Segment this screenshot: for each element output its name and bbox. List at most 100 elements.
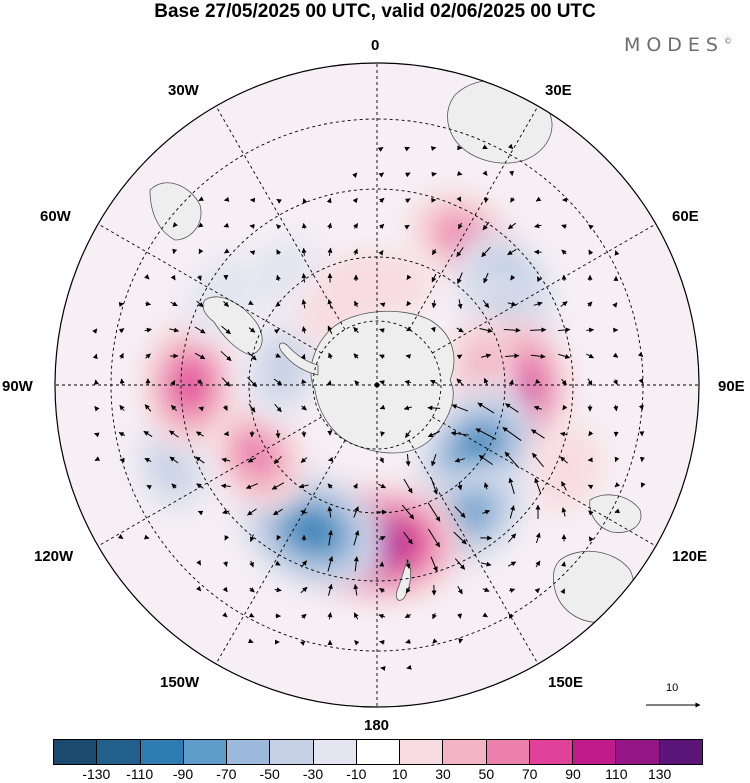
colorbar-tick-label: 130 — [647, 766, 672, 782]
wind-vector-arrow — [198, 222, 204, 228]
wind-vector-arrow — [379, 197, 385, 204]
wind-vector-arrow — [533, 405, 542, 411]
colorbar-tick-label: -50 — [259, 766, 280, 782]
wind-vector-arrow — [379, 457, 384, 464]
wind-vector-arrow — [482, 299, 490, 309]
wind-vector-arrow — [275, 353, 281, 358]
wind-vector-arrow — [353, 556, 359, 572]
colorbar-swatch — [616, 740, 660, 764]
wind-vector-arrow — [169, 456, 179, 464]
wind-vector-arrow — [300, 353, 306, 360]
wind-vector-arrow — [561, 224, 567, 229]
wind-vector-arrow — [457, 272, 463, 284]
wind-vector-arrow — [144, 327, 152, 333]
colorbar-swatch — [313, 740, 357, 764]
wind-vector-arrow — [380, 431, 386, 437]
modes-logo: MODES© — [624, 34, 732, 56]
wind-vector-arrow — [613, 379, 618, 385]
wind-vectors — [92, 143, 646, 671]
wind-vector-arrow — [456, 354, 463, 360]
anomaly-contour — [148, 439, 195, 497]
wind-vector-arrow — [482, 170, 488, 176]
wind-vector-arrow — [354, 640, 360, 646]
wind-vector-arrow — [118, 432, 126, 437]
colorbar-swatch — [400, 740, 444, 764]
wind-vector-arrow — [403, 531, 413, 545]
wind-vector-arrow — [273, 328, 280, 334]
wind-vector-arrow — [276, 534, 282, 541]
wind-vector-arrow — [276, 224, 282, 230]
wind-vector-arrow — [249, 587, 255, 593]
wind-vector-arrow — [454, 558, 466, 570]
wind-vector-arrow — [637, 351, 644, 358]
wind-vector-arrow — [427, 502, 441, 522]
wind-vector-arrow — [170, 274, 176, 281]
colorbar-tick-label: -30 — [302, 766, 324, 782]
wind-vector-arrow — [482, 509, 491, 515]
anomaly-contour — [532, 427, 603, 513]
wind-vector-arrow — [301, 299, 307, 309]
wind-vector-arrow — [301, 223, 307, 229]
wind-vector-arrow — [249, 534, 255, 542]
wind-vector-arrow — [247, 508, 257, 516]
wind-vector-arrow — [273, 378, 283, 386]
wind-vector-arrow — [405, 454, 411, 467]
wind-vector-arrow — [194, 326, 206, 334]
wind-vector-arrow — [379, 380, 385, 386]
colorbar-tick-label: 70 — [521, 766, 538, 782]
wind-vector-arrow — [378, 250, 384, 256]
colorbar-swatch — [486, 740, 530, 764]
wind-vector-arrow — [561, 249, 567, 255]
wind-vector-arrow — [93, 379, 99, 385]
wind-vector-arrow — [220, 350, 232, 362]
wind-vector-arrow — [560, 456, 568, 464]
wind-vector-arrow — [431, 249, 437, 256]
wind-vector-arrow — [327, 298, 333, 309]
wind-vector-arrow — [456, 378, 464, 386]
label-30w: 30W — [168, 82, 199, 99]
wind-vector-arrow — [431, 300, 437, 309]
wind-vector-arrow — [170, 380, 176, 386]
wind-vector-arrow — [301, 326, 307, 334]
wind-vector-arrow — [327, 506, 333, 518]
wind-vector-arrow — [328, 456, 334, 462]
wind-vector-arrow — [221, 325, 231, 335]
wind-vector-arrow — [301, 379, 307, 385]
wind-vector-arrow — [379, 302, 386, 308]
wind-vector-arrow — [588, 430, 594, 437]
wind-vector-arrow — [301, 273, 307, 283]
wind-vector-arrow — [587, 301, 593, 307]
wind-vector-arrow — [483, 482, 489, 490]
label-60e: 60E — [672, 208, 699, 225]
meridian-line — [432, 416, 657, 547]
colorbar-swatch — [54, 740, 98, 764]
wind-vector-arrow — [300, 509, 308, 515]
wind-vector-arrow — [300, 560, 308, 568]
wind-vector-arrow — [638, 404, 644, 411]
wind-vector-arrow — [379, 328, 385, 334]
wind-vector-arrow — [482, 221, 490, 231]
wind-vector-arrow — [404, 146, 410, 152]
wind-vector-arrow — [458, 222, 463, 230]
wind-vector-arrow — [352, 483, 358, 489]
meridian-line — [215, 440, 346, 665]
label-90w: 90W — [2, 378, 33, 395]
wind-vector-arrow — [353, 248, 358, 256]
colorbar-tick-label: -130 — [82, 766, 111, 782]
wind-vector-arrow — [586, 327, 595, 333]
wind-vector-arrow — [483, 377, 489, 386]
meridian-line — [97, 416, 322, 547]
wind-vector-arrow — [508, 477, 515, 495]
wind-vector-arrow — [354, 380, 360, 386]
wind-vector-arrow — [327, 222, 332, 229]
wind-vector-arrow — [169, 430, 179, 438]
wind-vector-arrow — [301, 247, 307, 256]
wind-vector-arrow — [223, 222, 230, 228]
meridian-line — [408, 440, 539, 665]
wind-vector-arrow — [560, 588, 565, 595]
label-120w: 120W — [34, 548, 74, 565]
wind-vector-arrow — [327, 556, 334, 572]
wind-vector-arrow — [509, 505, 515, 519]
colorbar-tick-label: 30 — [435, 766, 451, 782]
wind-vector-arrow — [431, 453, 437, 467]
